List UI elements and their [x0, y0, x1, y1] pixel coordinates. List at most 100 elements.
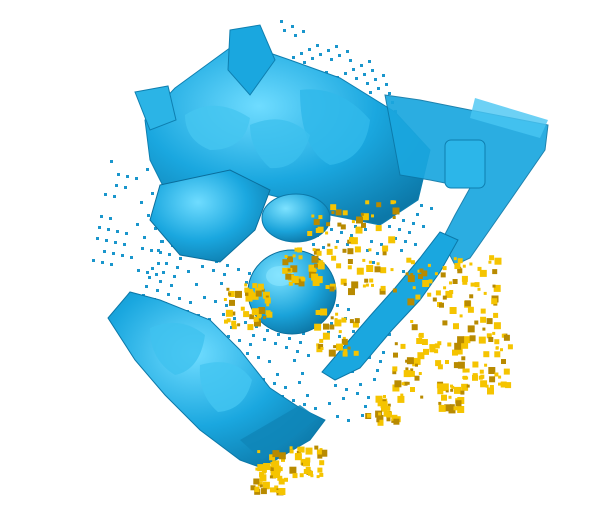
highlighted-voxel	[376, 419, 380, 423]
highlighted-voxel	[492, 269, 498, 275]
grid-voxel	[303, 403, 306, 406]
highlighted-voxel	[356, 267, 364, 275]
highlighted-voxel	[423, 348, 429, 355]
highlighted-voxel	[347, 248, 354, 255]
grid-voxel	[249, 343, 252, 346]
grid-voxel	[296, 350, 299, 353]
grid-voxel	[388, 92, 391, 95]
highlighted-voxel	[448, 406, 456, 414]
grid-voxel	[380, 243, 383, 246]
grid-voxel	[146, 271, 149, 274]
highlighted-voxel	[377, 402, 382, 407]
grid-voxel	[104, 193, 107, 196]
highlighted-voxel	[477, 266, 482, 271]
highlighted-voxel	[498, 382, 501, 386]
grid-voxel	[115, 184, 118, 187]
highlighted-voxel	[405, 272, 409, 276]
highlighted-voxel	[341, 338, 348, 345]
grid-voxel	[379, 360, 382, 363]
highlighted-voxel	[453, 323, 459, 330]
grid-voxel	[176, 266, 179, 269]
highlighted-voxel	[443, 286, 447, 290]
highlighted-voxel	[434, 272, 438, 276]
highlighted-voxel	[461, 356, 466, 361]
highlighted-voxel	[314, 445, 319, 450]
highlighted-voxel	[336, 263, 342, 269]
grid-voxel	[114, 241, 117, 244]
highlighted-voxel	[467, 325, 475, 333]
highlighted-voxel	[347, 259, 353, 264]
highlighted-voxel	[457, 336, 465, 344]
highlighted-voxel	[453, 257, 457, 261]
right-wall-mesh	[384, 94, 549, 266]
highlighted-voxel	[311, 214, 315, 218]
highlighted-voxel	[240, 306, 245, 311]
grid-voxel	[299, 341, 302, 344]
highlighted-voxel	[450, 384, 453, 388]
highlighted-voxel	[410, 368, 414, 372]
highlighted-voxel	[391, 414, 398, 421]
highlighted-voxel	[290, 265, 298, 273]
grid-voxel	[328, 402, 331, 405]
highlighted-voxel	[265, 295, 269, 299]
grid-voxel	[113, 195, 116, 198]
highlighted-voxel	[417, 352, 425, 360]
highlighted-voxel	[353, 350, 359, 356]
highlighted-voxel	[480, 308, 486, 314]
grid-voxel	[137, 269, 140, 272]
grid-voxel	[372, 261, 375, 264]
highlighted-voxel	[273, 465, 281, 473]
grid-voxel	[116, 230, 119, 233]
highlighted-voxel	[291, 276, 299, 283]
highlighted-voxel	[289, 446, 293, 450]
highlighted-voxel	[415, 294, 421, 300]
highlighted-voxel	[272, 450, 280, 458]
grid-voxel	[303, 61, 306, 64]
highlighted-voxel	[487, 387, 494, 395]
highlighted-voxel	[428, 279, 433, 284]
grid-voxel	[157, 262, 160, 265]
grid-voxel	[147, 214, 150, 217]
highlighted-voxel	[317, 226, 324, 233]
grid-voxel	[416, 213, 419, 216]
highlighted-voxel	[503, 334, 510, 341]
highlighted-voxel	[480, 374, 485, 379]
grid-voxel	[159, 280, 162, 283]
highlighted-voxel	[317, 262, 325, 270]
highlighted-voxel	[274, 471, 281, 478]
highlighted-voxel	[457, 406, 465, 413]
grid-voxel	[340, 231, 343, 234]
highlighted-voxel	[231, 324, 237, 330]
highlighted-voxel	[376, 262, 380, 266]
grid-voxel	[233, 317, 236, 320]
highlighted-voxel	[274, 485, 279, 490]
highlighted-voxel	[412, 286, 416, 290]
highlighted-voxel	[454, 342, 462, 350]
grid-voxel	[346, 50, 349, 53]
highlighted-voxel	[259, 473, 263, 477]
highlighted-voxel	[421, 270, 428, 277]
grid-voxel	[159, 251, 162, 254]
highlighted-voxel	[328, 349, 336, 357]
highlighted-voxel	[349, 319, 354, 324]
highlighted-voxel	[410, 387, 415, 392]
highlighted-voxel	[305, 466, 311, 472]
highlighted-voxel	[343, 282, 347, 286]
highlighted-voxel	[507, 344, 513, 350]
highlighted-voxel	[226, 287, 230, 291]
highlighted-voxel	[307, 231, 313, 236]
highlighted-voxel	[266, 311, 273, 318]
highlighted-voxel	[364, 278, 369, 283]
highlighted-voxel	[483, 351, 490, 358]
highlighted-voxel	[249, 288, 254, 293]
highlighted-voxel	[494, 257, 502, 265]
highlighted-voxel	[464, 300, 471, 307]
highlighted-voxel	[435, 290, 441, 296]
highlighted-voxel	[492, 331, 496, 335]
highlighted-voxel	[278, 478, 285, 485]
grid-voxel	[268, 360, 271, 363]
highlighted-voxel	[278, 452, 286, 460]
highlighted-voxel	[320, 347, 324, 350]
highlighted-voxel	[320, 308, 328, 316]
grid-voxel	[422, 225, 425, 228]
